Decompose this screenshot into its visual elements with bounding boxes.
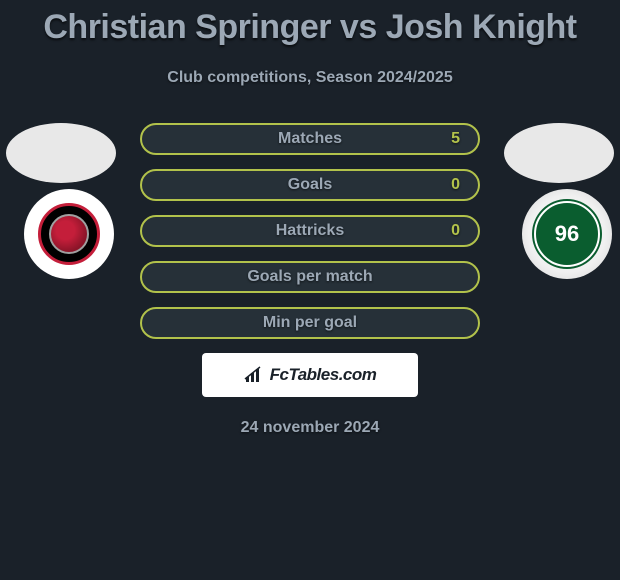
stat-row-hattricks: Hattricks 0 — [140, 215, 480, 247]
stat-rows: Matches 5 Goals 0 Hattricks 0 Goals per … — [140, 123, 480, 339]
stat-row-goals: Goals 0 — [140, 169, 480, 201]
hurricanes-icon — [38, 203, 100, 265]
stats-area: 96 Matches 5 Goals 0 Hattricks 0 Goals p… — [0, 123, 620, 437]
stat-label: Goals — [288, 176, 332, 194]
player-left-photo — [6, 123, 116, 183]
stat-row-matches: Matches 5 — [140, 123, 480, 155]
page-subtitle: Club competitions, Season 2024/2025 — [0, 69, 620, 87]
stat-label: Hattricks — [276, 222, 344, 240]
stat-value: 5 — [451, 130, 460, 148]
stat-label: Matches — [278, 130, 342, 148]
team-right-logo: 96 — [522, 189, 612, 279]
branding-text: FcTables.com — [270, 365, 377, 385]
hannover96-icon: 96 — [534, 201, 600, 267]
branding-box: FcTables.com — [202, 353, 418, 397]
stat-label: Goals per match — [247, 268, 372, 286]
player-right-photo — [504, 123, 614, 183]
stat-row-goals-per-match: Goals per match — [140, 261, 480, 293]
stat-row-min-per-goal: Min per goal — [140, 307, 480, 339]
chart-bar-icon — [244, 366, 266, 384]
stat-label: Min per goal — [263, 314, 357, 332]
stat-value: 0 — [451, 222, 460, 240]
team-left-logo — [24, 189, 114, 279]
stat-value: 0 — [451, 176, 460, 194]
date-line: 24 november 2024 — [0, 419, 620, 437]
page-title: Christian Springer vs Josh Knight — [0, 0, 620, 47]
